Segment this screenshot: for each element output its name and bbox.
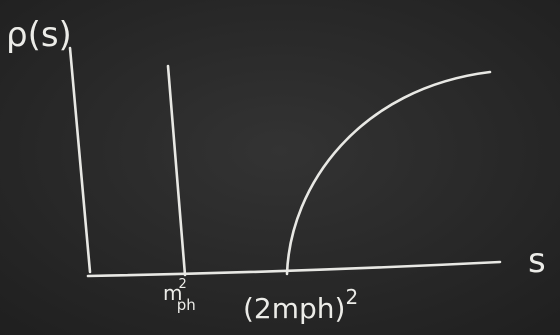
page: {"y_axis_label": "ρ(s)", "x_axis_label":… <box>0 0 560 335</box>
board <box>0 0 560 335</box>
tick-label-base: (2mph) <box>243 292 345 325</box>
y-axis-label: ρ(s) <box>6 15 72 55</box>
x-axis-label: s <box>528 241 546 281</box>
blackboard-sketch: ρ(s) s m2ph (2mph)2 <box>0 0 560 335</box>
tick-label-sub: ph <box>177 296 196 314</box>
tick-label-sup: 2 <box>178 277 186 292</box>
tick-label-sup: 2 <box>345 285 358 309</box>
